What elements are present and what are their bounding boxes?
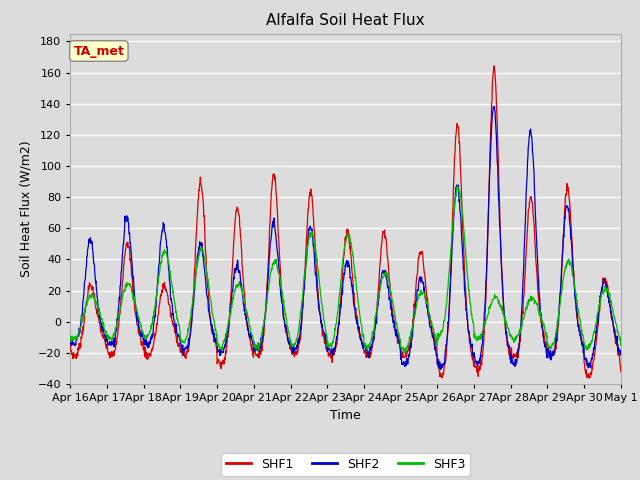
SHF1 (522, 266, 529, 272)
SHF1 (569, 252, 577, 258)
Y-axis label: Soil Heat Flux (W/m2): Soil Heat Flux (W/m2) (19, 141, 32, 277)
SHF1 (67, 342, 74, 348)
SHF2 (617, 352, 625, 358)
SHF3 (453, 183, 461, 189)
SHF3 (296, 317, 303, 323)
SHF2 (282, 325, 290, 331)
SHF3 (400, 350, 408, 356)
SHF2 (490, 104, 498, 109)
Line: SHF2: SHF2 (70, 107, 621, 370)
SHF3 (67, 335, 74, 340)
SHF2 (569, 262, 577, 267)
Legend: SHF1, SHF2, SHF3: SHF1, SHF2, SHF3 (221, 453, 470, 476)
SHF2 (437, 367, 445, 372)
SHF2 (296, 333, 303, 338)
SHF3 (188, 305, 196, 311)
SHF2 (522, 222, 529, 228)
SHF3 (282, 315, 290, 321)
Line: SHF3: SHF3 (70, 186, 621, 353)
SHF1 (490, 63, 498, 69)
X-axis label: Time: Time (330, 408, 361, 421)
SHF1 (296, 337, 303, 343)
SHF1 (438, 375, 446, 381)
Text: TA_met: TA_met (74, 45, 124, 58)
SHF2 (430, 336, 438, 342)
SHF3 (569, 273, 577, 279)
SHF1 (282, 329, 290, 335)
Line: SHF1: SHF1 (70, 66, 621, 378)
SHF3 (617, 343, 625, 348)
SHF2 (67, 341, 74, 347)
SHF2 (188, 314, 196, 320)
SHF1 (617, 369, 625, 374)
SHF3 (431, 330, 438, 336)
SHF3 (522, 309, 529, 315)
Title: Alfalfa Soil Heat Flux: Alfalfa Soil Heat Flux (266, 13, 425, 28)
SHF1 (188, 315, 196, 321)
SHF1 (430, 336, 438, 342)
